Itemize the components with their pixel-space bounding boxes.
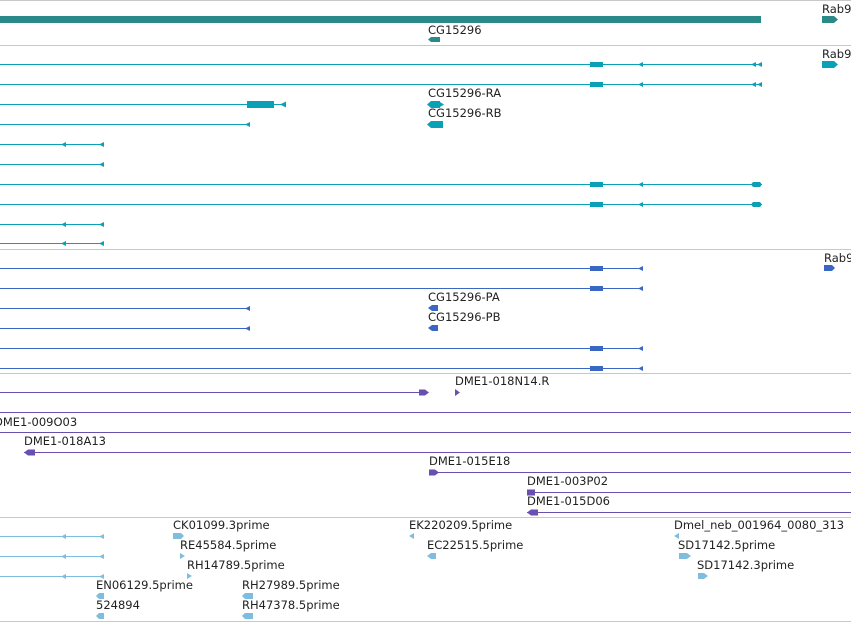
bac-clone-feature[interactable] <box>527 509 851 516</box>
est-label-sd17142-5: SD17142.5prime <box>678 538 775 552</box>
est-label-en06129: EN06129.5prime <box>96 578 193 592</box>
transcript-label-ra: CG15296-RA <box>428 86 501 100</box>
bac-label-a13: DME1-018A13 <box>24 434 106 448</box>
bac-clone-feature[interactable] <box>429 469 851 476</box>
est-track: CK01099.3prime EK220209.5prime Dmel_neb_… <box>0 518 844 619</box>
bac-clone-feature[interactable] <box>0 389 429 396</box>
protein-row[interactable] <box>0 326 250 331</box>
transcript-row[interactable] <box>0 222 104 227</box>
est-feature-sd17142-5[interactable] <box>679 553 691 559</box>
bac-label-n14r: DME1-018N14.R <box>455 374 549 388</box>
transcript-row[interactable] <box>0 182 762 187</box>
est-feature-rh47378[interactable] <box>242 613 253 619</box>
transcript-row[interactable] <box>0 82 762 87</box>
gene-feature-bar[interactable] <box>0 16 761 23</box>
gene-label-rab9: Rab9 <box>822 2 851 16</box>
protein-label-pa: CG15296-PA <box>428 290 500 304</box>
gene-label-cg15296: CG15296 <box>428 23 482 37</box>
transcript-feature-rab9[interactable] <box>822 61 838 68</box>
est-row[interactable] <box>0 554 104 559</box>
transcript-row[interactable] <box>0 162 104 167</box>
transcript-row[interactable] <box>0 122 250 127</box>
est-row[interactable] <box>0 534 104 539</box>
gene-feature-cg15296[interactable] <box>428 37 440 42</box>
bac-clone-feature[interactable] <box>527 489 851 496</box>
gene-track: Rab9 CG15296 <box>0 2 851 42</box>
protein-label-rab9: Rab9 <box>824 251 851 265</box>
est-feature-ek220209[interactable] <box>409 533 414 539</box>
est-label-dmel-neb: Dmel_neb_001964_0080_313 <box>674 518 844 532</box>
bac-label-p02: DME1-003P02 <box>527 474 608 488</box>
transcript-feature-ra[interactable] <box>427 101 444 108</box>
protein-row[interactable] <box>0 266 643 271</box>
transcript-row[interactable] <box>0 62 762 67</box>
transcript-label-rb: CG15296-RB <box>428 106 502 120</box>
bac-label-o03: DME1-009O03 <box>0 415 77 429</box>
est-label-ck01099: CK01099.3prime <box>173 518 270 532</box>
bac-clone-track: DME1-018N14.R DME1-009O03 DME1-018A13 DM… <box>0 374 851 516</box>
protein-feature-pa[interactable] <box>428 305 438 311</box>
est-label-ec22515: EC22515.5prime <box>427 538 523 552</box>
est-label-re45584: RE45584.5prime <box>180 538 276 552</box>
protein-feature-pb[interactable] <box>428 325 438 331</box>
est-feature-524894[interactable] <box>96 613 104 619</box>
protein-row[interactable] <box>0 286 643 291</box>
est-feature-en06129[interactable] <box>96 593 104 599</box>
est-label-ek220209: EK220209.5prime <box>409 518 512 532</box>
est-label-sd17142-3: SD17142.3prime <box>697 558 794 572</box>
protein-row[interactable] <box>0 346 643 351</box>
protein-track: Rab9 CG15296-PA CG15296-PB <box>0 251 851 371</box>
est-label-524894: 524894 <box>96 598 140 612</box>
bac-label-d06: DME1-015D06 <box>527 494 610 508</box>
transcript-row[interactable] <box>0 241 104 246</box>
est-feature-ck01099[interactable] <box>173 533 184 539</box>
transcript-track: Rab9 CG15296-RA <box>0 47 851 246</box>
protein-feature-rab9[interactable] <box>824 265 835 271</box>
est-label-rh14789: RH14789.5prime <box>187 558 285 572</box>
est-feature-sd17142-3[interactable] <box>698 573 708 579</box>
bac-clone-feature[interactable] <box>24 449 851 456</box>
transcript-row[interactable] <box>0 142 104 147</box>
transcript-label-rab9: Rab9 <box>822 47 851 61</box>
est-row[interactable] <box>0 574 104 579</box>
est-feature-rh14789[interactable] <box>187 573 192 579</box>
transcript-row[interactable] <box>0 202 762 207</box>
est-feature-dmel-neb[interactable] <box>674 533 679 539</box>
protein-label-pb: CG15296-PB <box>428 310 501 324</box>
est-feature-ec22515[interactable] <box>427 553 436 559</box>
est-feature-re45584[interactable] <box>180 553 185 559</box>
transcript-row[interactable] <box>0 101 286 108</box>
gene-feature-rab9[interactable] <box>822 16 838 23</box>
bac-feature-n14r[interactable] <box>455 389 460 396</box>
bac-label-e18: DME1-015E18 <box>429 454 510 468</box>
protein-row[interactable] <box>0 366 643 371</box>
est-label-rh47378: RH47378.5prime <box>242 598 340 612</box>
est-feature-rh27989[interactable] <box>242 593 253 599</box>
est-label-rh27989: RH27989.5prime <box>242 578 340 592</box>
transcript-feature-rb[interactable] <box>427 121 443 128</box>
protein-row[interactable] <box>0 306 250 311</box>
